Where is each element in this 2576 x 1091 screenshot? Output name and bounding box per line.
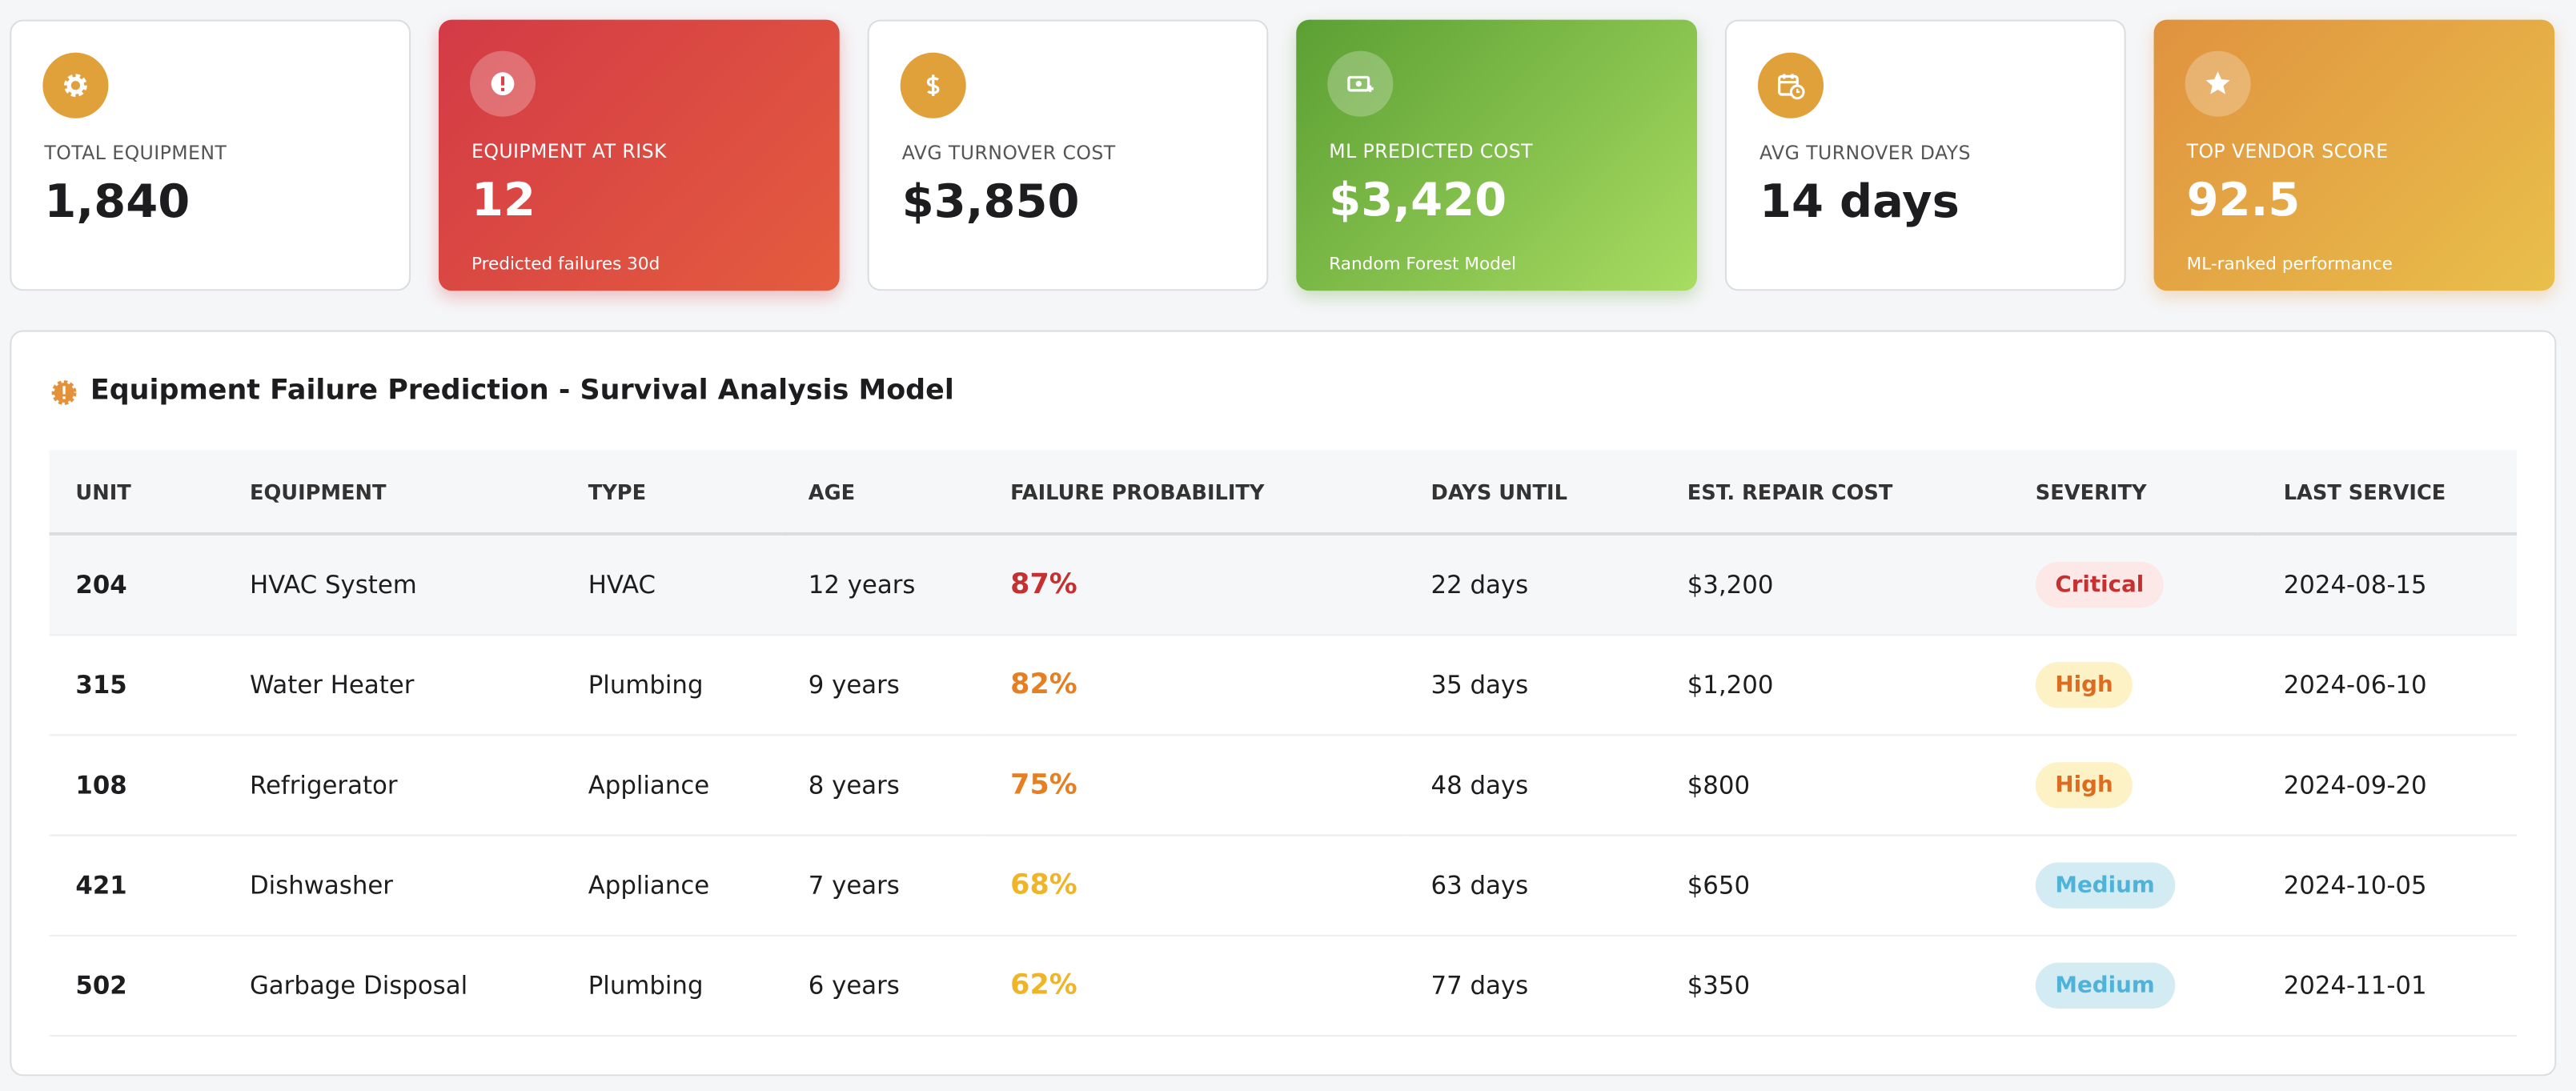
- column-header: FAILURE PROBABILITY: [984, 450, 1405, 536]
- probability-cell: 82%: [984, 635, 1405, 736]
- table-cell: HVAC System: [223, 533, 562, 636]
- severity-cell: Medium: [2008, 935, 2257, 1037]
- severity-cell: High: [2008, 735, 2257, 836]
- stat-card: AVG TURNOVER DAYS 14 days: [1724, 19, 2126, 291]
- icon: [1327, 50, 1394, 117]
- icon: [1757, 52, 1824, 118]
- table-cell: $3,200: [1660, 533, 2009, 636]
- table-row: 421 Dishwasher Appliance 7 years 68% 63 days $…: [49, 835, 2518, 937]
- panel-title: Equipment Failure Prediction - Survival …: [90, 374, 954, 407]
- table-cell: 12 years: [781, 533, 985, 636]
- probability-cell: 87%: [984, 533, 1405, 636]
- icon: [900, 52, 966, 118]
- card-label: TOTAL EQUIPMENT: [44, 141, 227, 165]
- unit-cell: 315: [49, 635, 224, 736]
- card-subtitle: ML-ranked performance: [2186, 255, 2393, 275]
- stat-card: TOP VENDOR SCORE 92.5 ML-ranked performa…: [2153, 19, 2555, 291]
- probability-cell: 68%: [984, 835, 1405, 937]
- card-value: 1,840: [44, 174, 191, 229]
- card-label: AVG TURNOVER COST: [901, 141, 1116, 165]
- table-row: 204 HVAC System HVAC 12 years 87% 22 days $3,2…: [49, 533, 2518, 636]
- card-label: EQUIPMENT AT RISK: [471, 139, 667, 163]
- table-cell: $650: [1660, 835, 2009, 937]
- probability-cell: 75%: [984, 735, 1405, 836]
- table-cell: 35 days: [1404, 635, 1661, 736]
- column-header: LAST SERVICE: [2257, 450, 2518, 536]
- table-cell: Dishwasher: [223, 835, 562, 937]
- table-cell: $800: [1660, 735, 2009, 836]
- table-cell: 6 years: [781, 935, 985, 1037]
- card-label: TOP VENDOR SCORE: [2186, 139, 2389, 163]
- prediction-panel: Equipment Failure Prediction - Survival …: [10, 330, 2557, 1077]
- severity-badge: High: [2035, 662, 2133, 708]
- severity-cell: Critical: [2008, 533, 2257, 636]
- column-header: TYPE: [561, 450, 782, 536]
- table-cell: 2024-06-10: [2257, 635, 2518, 736]
- card-value: 12: [471, 172, 536, 227]
- table-cell: Plumbing: [561, 635, 782, 736]
- stat-card: TOTAL EQUIPMENT 1,840: [10, 19, 411, 291]
- card-label: ML PREDICTED COST: [1329, 139, 1533, 163]
- icon: [42, 52, 109, 118]
- table-cell: Appliance: [561, 735, 782, 836]
- card-subtitle: Predicted failures 30d: [471, 255, 660, 275]
- table-cell: Water Heater: [223, 635, 562, 736]
- table-cell: 8 years: [781, 735, 985, 836]
- unit-cell: 204: [49, 533, 224, 636]
- table-row: 108 Refrigerator Appliance 8 years 75% 48 day…: [49, 735, 2518, 836]
- severity-cell: Medium: [2008, 835, 2257, 937]
- header-row: UNIT EQUIPMENT TYPE AGE FAILURE PROBABILITY D…: [49, 450, 2518, 536]
- column-header: EQUIPMENT: [223, 450, 562, 536]
- table-cell: HVAC: [561, 533, 782, 636]
- severity-badge: Critical: [2035, 561, 2164, 608]
- table-cell: 22 days: [1404, 533, 1661, 636]
- table-cell: Appliance: [561, 835, 782, 937]
- column-header: UNIT: [49, 450, 224, 536]
- prediction-table: UNIT EQUIPMENT TYPE AGE FAILURE PROBABILITY D…: [49, 450, 2518, 1037]
- probability-cell: 62%: [984, 935, 1405, 1037]
- table-cell: $1,200: [1660, 635, 2009, 736]
- table-cell: Refrigerator: [223, 735, 562, 836]
- severity-cell: High: [2008, 635, 2257, 736]
- icon: [469, 50, 536, 117]
- table-cell: $350: [1660, 935, 2009, 1037]
- card-value: 14 days: [1759, 174, 1960, 229]
- unit-cell: 502: [49, 935, 224, 1037]
- table-cell: Plumbing: [561, 935, 782, 1037]
- column-header: SEVERITY: [2008, 450, 2257, 536]
- card-value: $3,850: [901, 174, 1080, 229]
- table-cell: 9 years: [781, 635, 985, 736]
- unit-cell: 421: [49, 835, 224, 937]
- unit-cell: 108: [49, 735, 224, 836]
- table-cell: 2024-11-01: [2257, 935, 2518, 1037]
- table-cell: Garbage Disposal: [223, 935, 562, 1037]
- table-cell: 63 days: [1404, 835, 1661, 937]
- table-row: 315 Water Heater Plumbing 9 years 82% 35 days…: [49, 635, 2518, 736]
- table-cell: 7 years: [781, 835, 985, 937]
- column-header: AGE: [781, 450, 985, 536]
- column-header: EST. REPAIR COST: [1660, 450, 2009, 536]
- card-value: $3,420: [1329, 172, 1507, 227]
- icon: [2185, 50, 2251, 117]
- severity-badge: Medium: [2035, 862, 2175, 908]
- table-cell: 48 days: [1404, 735, 1661, 836]
- card-label: AVG TURNOVER DAYS: [1759, 141, 1971, 165]
- severity-badge: Medium: [2035, 962, 2175, 1009]
- table-row: 502 Garbage Disposal Plumbing 6 years 62% 77 …: [49, 935, 2518, 1037]
- column-header: DAYS UNTIL: [1404, 450, 1661, 536]
- panel-icon: [51, 380, 77, 405]
- stat-card: ML PREDICTED COST $3,420 Random Forest M…: [1296, 19, 1698, 291]
- table-cell: 2024-10-05: [2257, 835, 2518, 937]
- table-cell: 2024-08-15: [2257, 533, 2518, 636]
- table-cell: 2024-09-20: [2257, 735, 2518, 836]
- table-body: 204 HVAC System HVAC 12 years 87% 22 days $3,2…: [49, 533, 2518, 1037]
- table-cell: 77 days: [1404, 935, 1661, 1037]
- stat-card: EQUIPMENT AT RISK 12 Predicted failures …: [438, 19, 840, 291]
- card-subtitle: Random Forest Model: [1329, 255, 1517, 275]
- stat-card: AVG TURNOVER COST $3,850: [867, 19, 1269, 291]
- card-value: 92.5: [2186, 172, 2301, 227]
- severity-badge: High: [2035, 762, 2133, 808]
